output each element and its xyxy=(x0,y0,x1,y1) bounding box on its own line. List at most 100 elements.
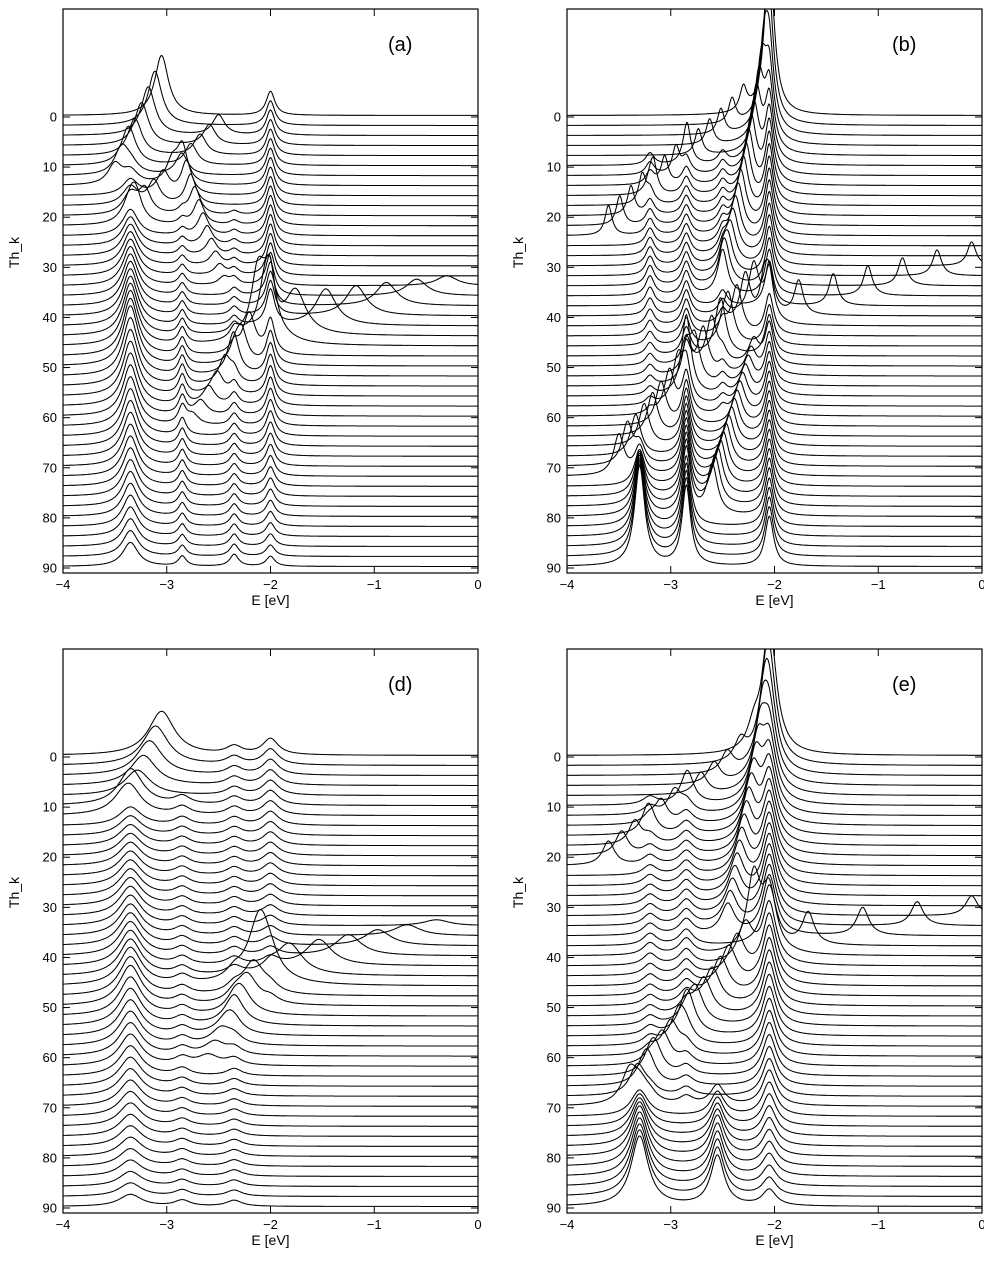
series-line xyxy=(63,1170,478,1187)
series-line xyxy=(63,815,478,837)
series-line xyxy=(63,999,478,1037)
series-line xyxy=(567,190,982,247)
y-tick-label: 70 xyxy=(547,1100,561,1115)
series-line xyxy=(567,679,982,786)
series-line xyxy=(63,86,478,137)
y-axis-label: Th_k xyxy=(6,236,22,268)
series-line xyxy=(567,1081,982,1117)
series-line xyxy=(567,387,982,437)
panel-b: 0 10 20 30 40 50 60 70 80 90−4 −3 −2 −1 0 E [eV] Th_k (b… xyxy=(510,8,984,608)
series-line xyxy=(63,245,478,287)
series-line xyxy=(567,444,982,517)
series-line xyxy=(63,494,478,527)
series-line xyxy=(567,290,982,347)
series-line xyxy=(567,127,982,197)
y-axis-label: Th_k xyxy=(6,876,22,908)
series-line xyxy=(567,82,982,167)
x-tick-label: −2 xyxy=(263,577,278,592)
series-line xyxy=(567,1101,982,1147)
series-line xyxy=(567,459,982,537)
series-line xyxy=(63,159,478,197)
x-axis-label: E [eV] xyxy=(755,1232,793,1248)
y-tick-label: 80 xyxy=(43,1150,57,1165)
series-line xyxy=(63,1182,478,1197)
y-tick-label: 40 xyxy=(43,950,57,965)
series-line xyxy=(567,260,982,307)
series-line xyxy=(567,402,982,457)
series-line xyxy=(63,223,478,257)
series-line xyxy=(63,782,478,817)
series-line xyxy=(63,920,478,957)
series-line xyxy=(567,225,982,277)
series-line xyxy=(567,1105,982,1157)
series-line xyxy=(567,297,982,357)
series-line xyxy=(63,868,478,897)
series-line xyxy=(63,470,478,507)
series-line xyxy=(567,42,982,147)
y-tick-label: 60 xyxy=(43,1050,57,1065)
x-tick-label: −3 xyxy=(663,1217,678,1232)
series-line xyxy=(567,248,982,297)
series-line xyxy=(63,352,478,407)
series-line xyxy=(63,1113,478,1137)
y-tick-label: 10 xyxy=(43,800,57,815)
x-tick-label: −3 xyxy=(159,1217,174,1232)
series-line xyxy=(567,1135,982,1207)
series-line xyxy=(567,155,982,217)
series-line xyxy=(63,908,478,987)
series-line xyxy=(63,876,478,907)
x-tick-label: −4 xyxy=(56,577,71,592)
series-line xyxy=(63,1033,478,1067)
series-line xyxy=(567,417,982,477)
y-tick-label: 20 xyxy=(547,850,561,865)
y-tick-label: 80 xyxy=(43,510,57,525)
series-line xyxy=(63,268,478,317)
x-tick-label: 0 xyxy=(978,1217,984,1232)
x-tick-label: −3 xyxy=(159,577,174,592)
series-line xyxy=(567,325,982,377)
series-line xyxy=(63,181,478,227)
series-line xyxy=(567,214,982,267)
series-line xyxy=(567,900,982,967)
series-line xyxy=(63,328,478,387)
series-line xyxy=(63,530,478,557)
series-line xyxy=(63,364,478,417)
y-tick-label: 50 xyxy=(547,360,561,375)
series-line xyxy=(63,725,478,766)
series-line xyxy=(63,1010,478,1047)
series-line xyxy=(63,54,478,116)
y-tick-label: 10 xyxy=(547,800,561,815)
y-tick-label: 0 xyxy=(50,110,57,125)
series-line xyxy=(567,1009,982,1057)
series-line xyxy=(567,9,982,126)
y-tick-label: 50 xyxy=(43,360,57,375)
y-tick-label: 90 xyxy=(43,1201,57,1216)
y-tick-label: 70 xyxy=(547,460,561,475)
series-line xyxy=(567,202,982,257)
series-line xyxy=(63,929,478,967)
series-line xyxy=(63,841,478,867)
series-line xyxy=(63,1159,478,1177)
series-line xyxy=(567,722,982,806)
series-line xyxy=(567,314,982,367)
series-line xyxy=(567,832,982,897)
y-tick-label: 60 xyxy=(43,410,57,425)
y-tick-label: 10 xyxy=(43,160,57,175)
series-line xyxy=(63,956,478,997)
x-axis-label: E [eV] xyxy=(755,592,793,608)
series-line xyxy=(567,1111,982,1167)
x-tick-label: −4 xyxy=(56,1217,71,1232)
series-line xyxy=(567,260,982,317)
y-tick-label: 20 xyxy=(547,210,561,225)
series-line xyxy=(567,64,982,157)
series-line xyxy=(567,1057,982,1097)
series-line xyxy=(567,424,982,487)
series-line xyxy=(567,924,982,987)
x-tick-label: −2 xyxy=(767,577,782,592)
x-tick-label: 0 xyxy=(474,1217,481,1232)
series-line xyxy=(63,254,478,337)
series-line xyxy=(63,399,478,447)
curves-e xyxy=(567,649,982,1207)
series-line xyxy=(567,811,982,877)
